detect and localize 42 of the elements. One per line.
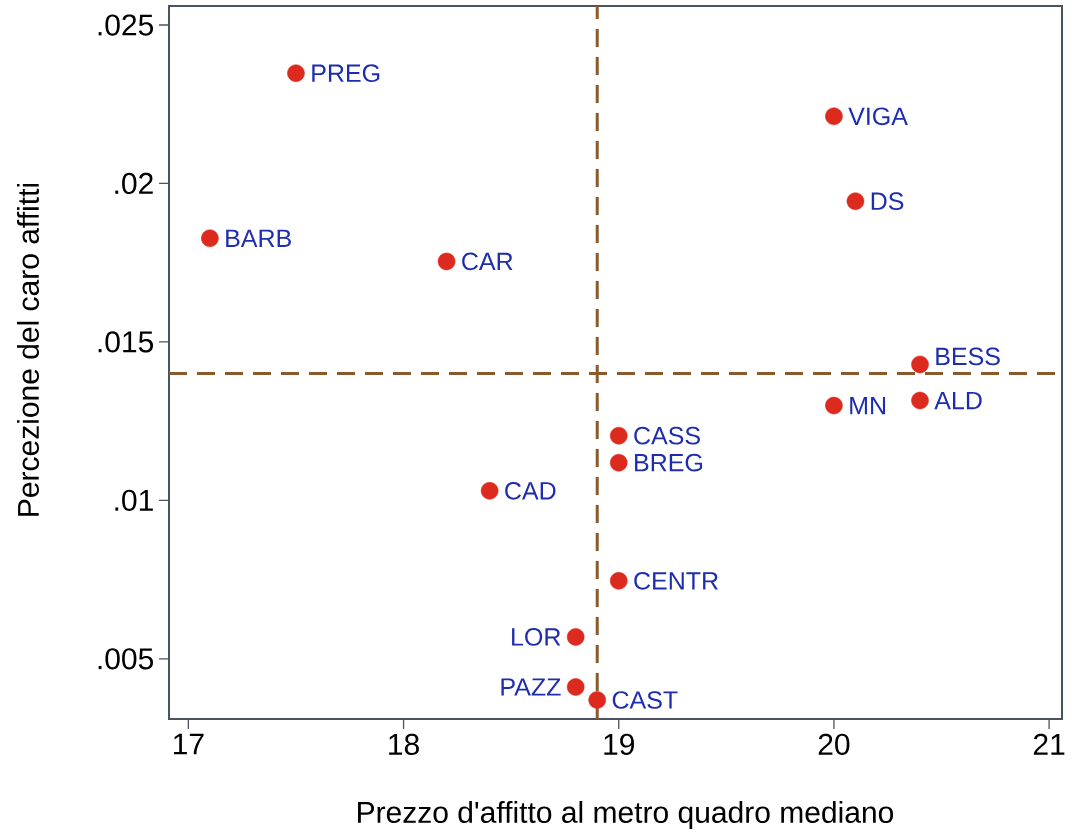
annotation: PAZZ [501, 678, 561, 696]
x-tick-label: 21 [1033, 733, 1065, 755]
annotation: MN [850, 396, 886, 415]
point [480, 482, 499, 500]
y-tick-label: .02 [115, 172, 153, 195]
point [566, 678, 585, 696]
point [825, 107, 843, 126]
annotation: VIGA [848, 107, 908, 126]
y-tick-label: .01 [115, 489, 153, 511]
y-tick-label: .015 [98, 331, 154, 353]
annotation: PREG [312, 64, 380, 83]
point [287, 64, 305, 82]
annotation: CENTR [634, 571, 718, 590]
y-tick-label: .025 [98, 14, 154, 36]
point [825, 396, 843, 415]
annotation: ALD [934, 391, 982, 410]
annotation: CAD [505, 481, 556, 500]
y-tick-label: .005 [98, 648, 154, 670]
x-axis-title: Prezzo d'affitto al metro quadro mediano [358, 800, 894, 829]
y-axis-title: Percezione del caro affitti [16, 183, 40, 516]
x-tick-label: 20 [818, 733, 850, 755]
point [437, 252, 456, 271]
point [609, 572, 628, 590]
annotation: BESS [936, 347, 1000, 366]
point [566, 628, 585, 646]
point [588, 691, 606, 709]
annotation: DS [871, 192, 904, 211]
point [846, 192, 865, 210]
annotation: BREG [635, 453, 702, 472]
x-tick-label: 17 [173, 733, 204, 755]
annotation: CAST [612, 691, 678, 709]
point [609, 453, 628, 472]
annotation: LOR [512, 628, 561, 646]
x-tick-label: 18 [389, 733, 419, 755]
annotation: CAR [462, 252, 513, 271]
point [201, 229, 219, 248]
point [609, 426, 628, 445]
annotation: BARB [226, 229, 291, 247]
point [911, 355, 929, 374]
point [911, 391, 929, 410]
x-tick-label: 19 [604, 733, 634, 755]
annotation: CASS [634, 426, 700, 445]
